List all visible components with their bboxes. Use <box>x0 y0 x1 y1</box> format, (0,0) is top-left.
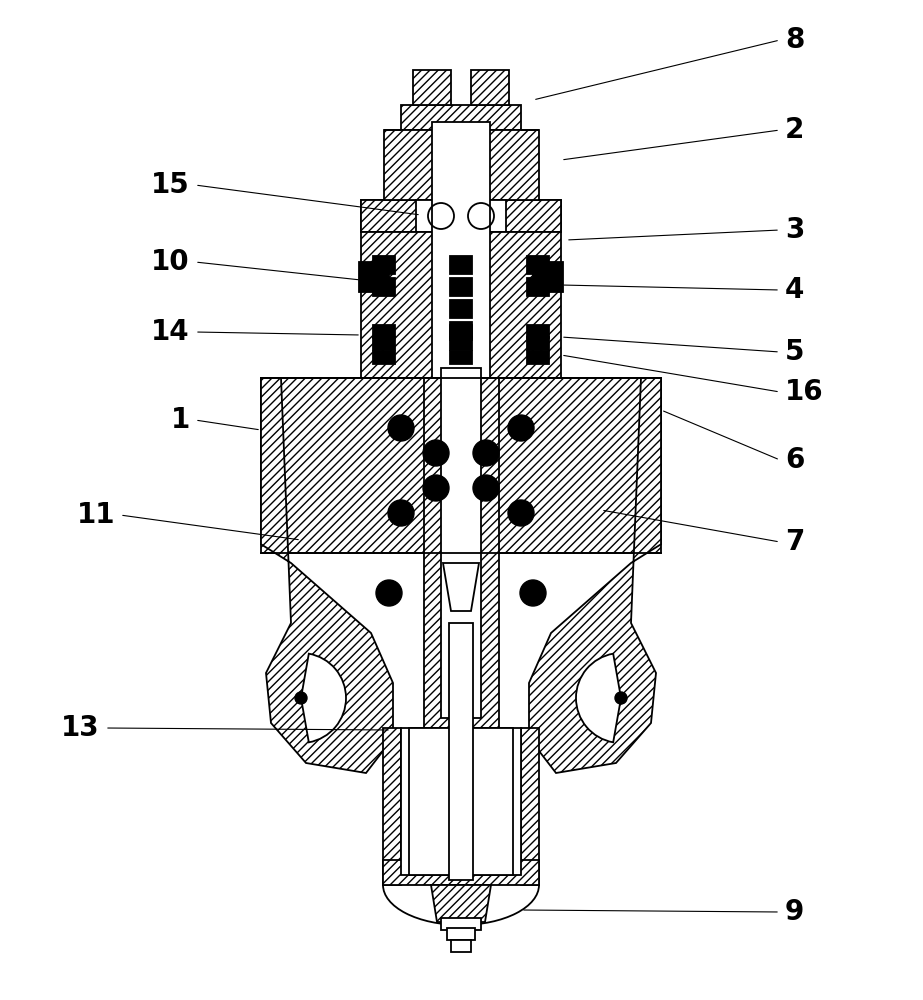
Circle shape <box>423 475 449 501</box>
Polygon shape <box>450 300 472 318</box>
Polygon shape <box>424 378 498 728</box>
Polygon shape <box>261 378 361 466</box>
Polygon shape <box>373 337 395 350</box>
Polygon shape <box>431 885 491 922</box>
Polygon shape <box>373 325 395 338</box>
Circle shape <box>295 692 307 704</box>
Circle shape <box>508 500 534 526</box>
Polygon shape <box>441 918 481 930</box>
Polygon shape <box>359 262 389 292</box>
Text: 15: 15 <box>151 171 190 199</box>
Text: 3: 3 <box>785 216 804 244</box>
Wedge shape <box>576 654 621 742</box>
Circle shape <box>376 580 402 606</box>
Circle shape <box>615 692 627 704</box>
Polygon shape <box>401 105 521 130</box>
Polygon shape <box>361 232 561 378</box>
Polygon shape <box>533 262 563 292</box>
Text: 6: 6 <box>785 446 804 474</box>
Circle shape <box>520 580 546 606</box>
Text: 14: 14 <box>151 318 190 346</box>
Polygon shape <box>527 351 549 364</box>
Polygon shape <box>527 337 549 350</box>
Polygon shape <box>450 325 472 338</box>
Polygon shape <box>561 378 661 466</box>
Text: 11: 11 <box>77 501 115 529</box>
Text: 7: 7 <box>785 528 804 556</box>
Circle shape <box>423 440 449 466</box>
Polygon shape <box>373 256 395 274</box>
Text: 10: 10 <box>151 248 190 276</box>
Text: 8: 8 <box>785 26 804 54</box>
Text: 2: 2 <box>785 116 804 144</box>
Polygon shape <box>451 940 471 952</box>
Polygon shape <box>527 325 549 338</box>
Polygon shape <box>441 368 481 718</box>
Circle shape <box>508 415 534 441</box>
Polygon shape <box>447 928 475 940</box>
Polygon shape <box>413 70 451 105</box>
Polygon shape <box>450 278 472 296</box>
Polygon shape <box>383 728 401 885</box>
Polygon shape <box>527 278 549 296</box>
Polygon shape <box>521 728 539 885</box>
Polygon shape <box>409 728 513 875</box>
Polygon shape <box>527 256 549 274</box>
Circle shape <box>388 415 414 441</box>
Text: 1: 1 <box>171 406 190 434</box>
Polygon shape <box>432 122 490 378</box>
Polygon shape <box>401 728 521 875</box>
Polygon shape <box>529 378 661 773</box>
Polygon shape <box>449 623 473 880</box>
Polygon shape <box>373 351 395 364</box>
Polygon shape <box>443 563 479 611</box>
Text: 16: 16 <box>785 378 823 406</box>
Wedge shape <box>301 654 346 742</box>
Circle shape <box>473 475 499 501</box>
Polygon shape <box>383 130 538 200</box>
Text: 4: 4 <box>785 276 804 304</box>
Text: 5: 5 <box>785 338 805 366</box>
Polygon shape <box>450 256 472 274</box>
Polygon shape <box>416 200 506 232</box>
Polygon shape <box>261 378 393 773</box>
Polygon shape <box>261 378 661 553</box>
Polygon shape <box>383 860 539 885</box>
Polygon shape <box>373 278 395 296</box>
Polygon shape <box>450 337 472 350</box>
Polygon shape <box>471 70 509 105</box>
Polygon shape <box>450 322 472 340</box>
Circle shape <box>388 500 414 526</box>
Text: 13: 13 <box>61 714 100 742</box>
Circle shape <box>473 440 499 466</box>
Text: 9: 9 <box>785 898 804 926</box>
Polygon shape <box>450 351 472 364</box>
Polygon shape <box>361 200 561 232</box>
Polygon shape <box>361 200 561 232</box>
